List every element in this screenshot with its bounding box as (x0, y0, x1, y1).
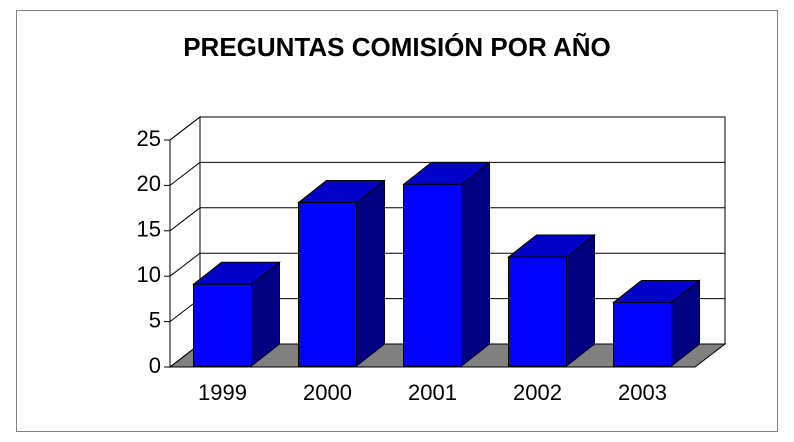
y-tick-label: 25 (137, 126, 161, 151)
x-tick-label: 2002 (513, 380, 562, 405)
x-tick-label: 2003 (618, 380, 667, 405)
y-tick-label: 0 (149, 353, 161, 378)
grid-line (169, 116, 725, 141)
bar-side (566, 234, 595, 368)
bar-side (356, 179, 385, 368)
bar (298, 202, 357, 367)
bar (508, 256, 567, 367)
grid-line (169, 207, 725, 232)
bar-side (461, 161, 490, 368)
bar (193, 283, 252, 367)
bar (613, 301, 672, 367)
y-tick-label: 20 (137, 171, 161, 196)
x-tick-label: 2000 (303, 380, 352, 405)
y-tick-label: 10 (137, 262, 161, 287)
x-tick-label: 1999 (198, 380, 247, 405)
grid-line (169, 161, 725, 186)
x-tick-label: 2001 (408, 380, 457, 405)
y-tick-label: 5 (149, 307, 161, 332)
chart-title: PREGUNTAS COMISIÓN POR AÑO (183, 32, 611, 62)
y-tick-label: 15 (137, 217, 161, 242)
bar (403, 183, 462, 367)
